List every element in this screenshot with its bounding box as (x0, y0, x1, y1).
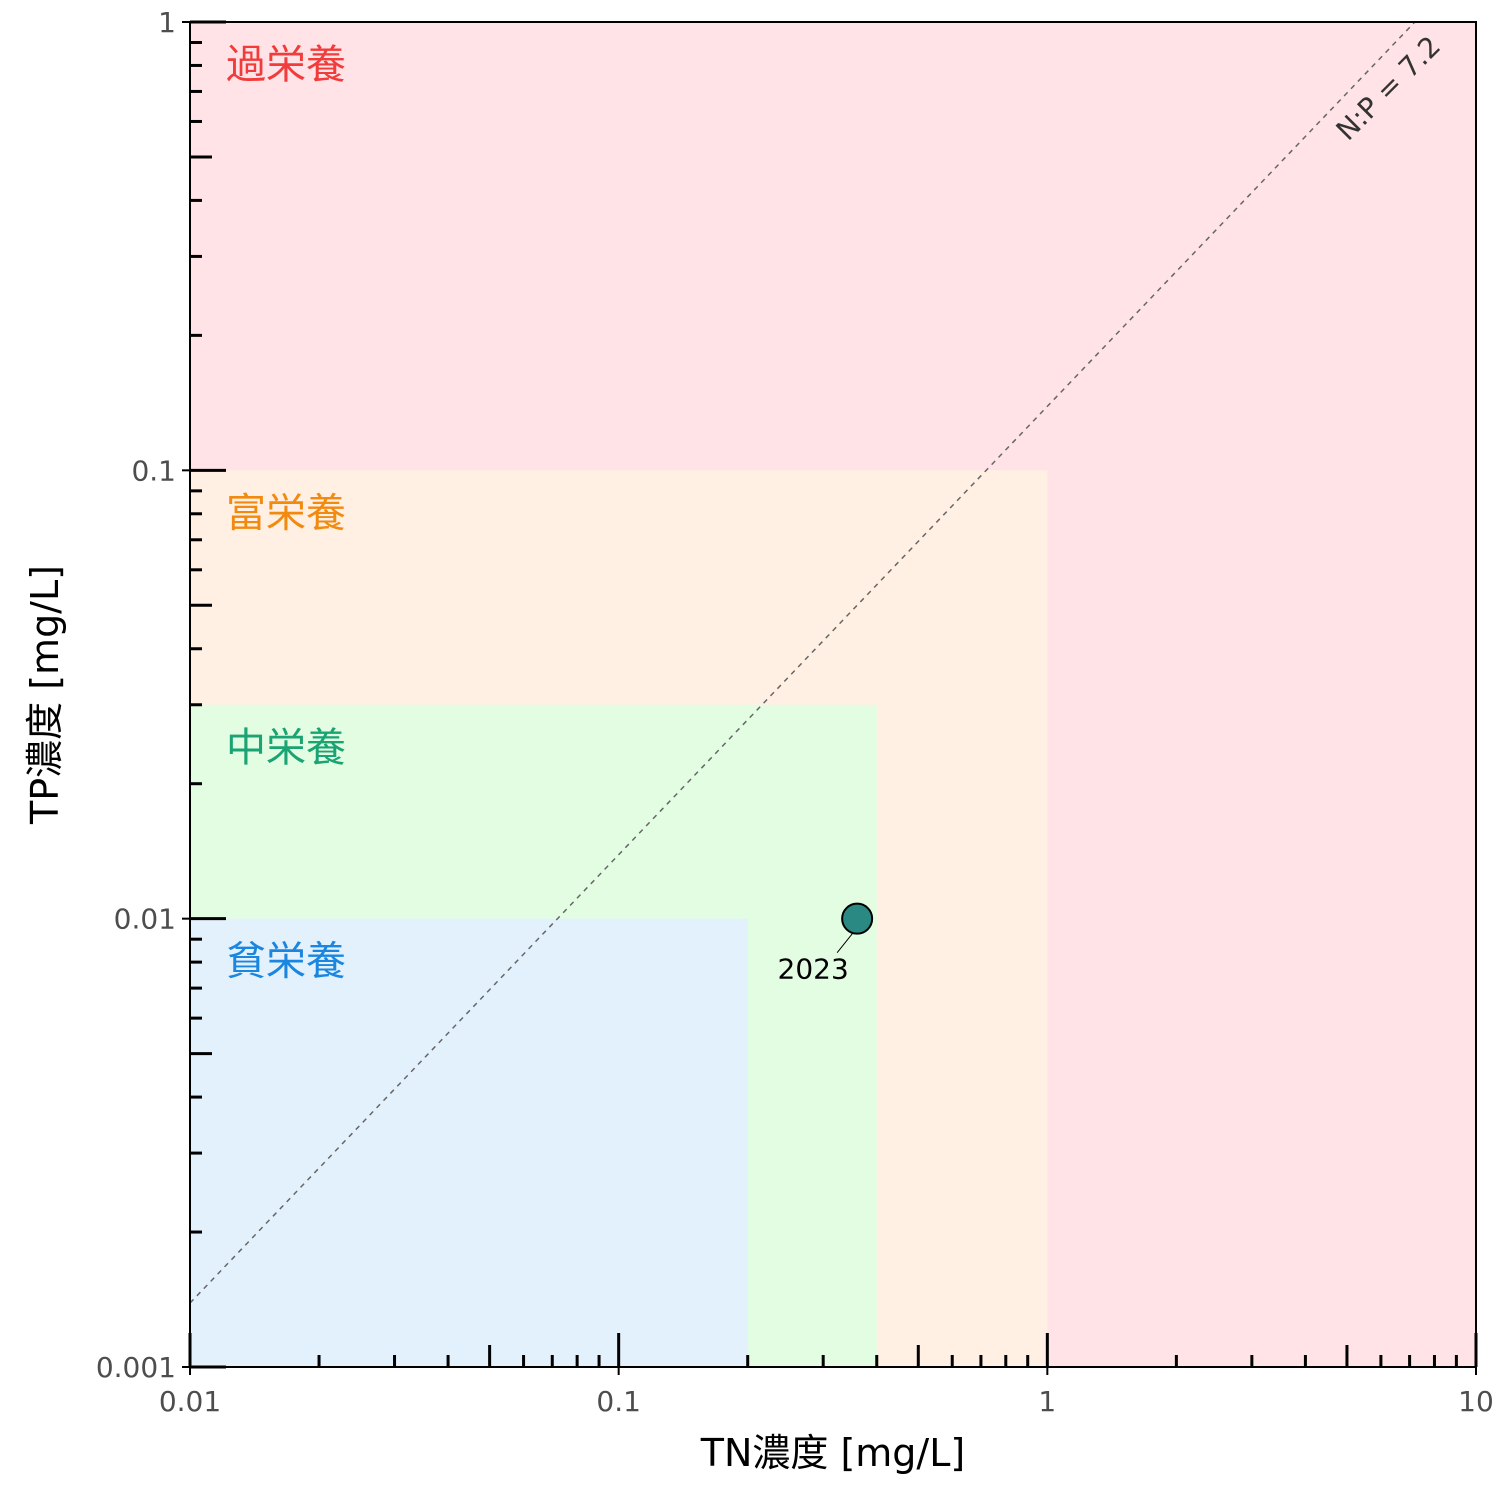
y-axis-ticks: 0.001 0.01 0.1 1 (96, 6, 226, 1384)
data-point-0 (841, 902, 874, 935)
y-axis-title: TP濃度 [mg/L] (23, 565, 67, 825)
x-tick-label: 0.01 (159, 1385, 221, 1418)
plot-frame (189, 21, 1477, 1368)
y-tick-label: 0.1 (131, 454, 176, 487)
zone-label-1: 富栄養 (226, 490, 346, 536)
trophic-zones (190, 22, 1476, 1367)
x-tick-label: 0.1 (596, 1385, 641, 1418)
zone-label-2: 中栄養 (226, 725, 346, 771)
point-label-0: 2023 (778, 953, 849, 986)
data-points: 2023 (778, 902, 874, 986)
zone-label-3: 貧栄養 (226, 939, 346, 985)
x-axis-ticks: 0.01 0.1 1 10 (159, 1333, 1494, 1418)
y-tick-label: 0.01 (114, 903, 176, 936)
x-axis-title: TN濃度 [mg/L] (700, 1431, 965, 1475)
y-tick-label: 0.001 (96, 1351, 176, 1384)
x-tick-label: 10 (1458, 1385, 1494, 1418)
point-label-leader-0 (836, 932, 854, 953)
zone-rect-3 (190, 918, 748, 1367)
x-tick-label: 1 (1038, 1385, 1056, 1418)
y-tick-label: 1 (158, 6, 176, 39)
zone-label-0: 過栄養 (226, 42, 346, 88)
